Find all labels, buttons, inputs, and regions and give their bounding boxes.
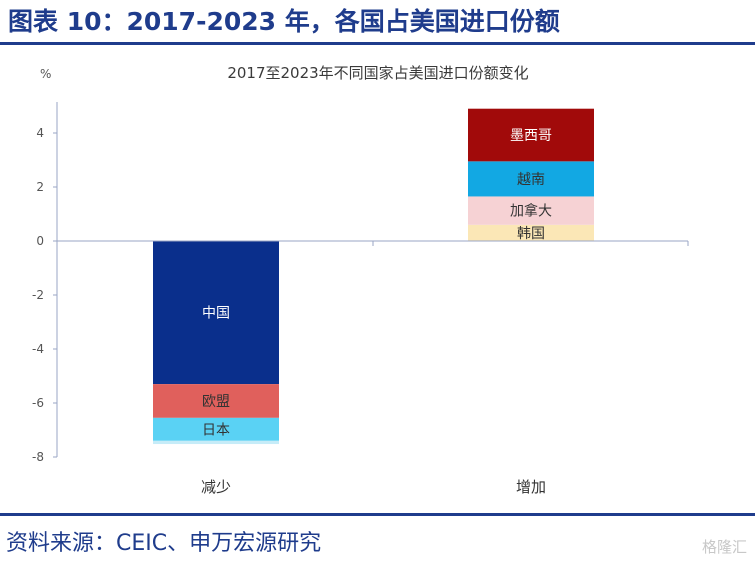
segment-label: 越南 bbox=[517, 172, 545, 188]
category-label: 减少 bbox=[201, 478, 231, 496]
source-note: 资料来源：CEIC、申万宏源研究 bbox=[6, 531, 322, 556]
y-tick-label: -4 bbox=[32, 342, 44, 356]
y-tick-label: 0 bbox=[36, 234, 44, 248]
segment-label: 日本 bbox=[202, 422, 230, 438]
category-label: 增加 bbox=[516, 478, 546, 496]
bar-segment bbox=[153, 440, 279, 445]
y-tick-label: -2 bbox=[32, 288, 44, 302]
y-tick-label: 2 bbox=[36, 180, 44, 194]
segment-label: 加拿大 bbox=[510, 203, 552, 220]
watermark: 格隆汇 bbox=[701, 538, 747, 556]
category-labels: 减少 增加 bbox=[201, 478, 546, 496]
segment-label: 中国 bbox=[202, 306, 230, 322]
y-unit-label: % bbox=[40, 67, 51, 81]
y-axis: 4 2 0 -2 -4 -6 -8 bbox=[32, 102, 58, 464]
bar-segment bbox=[468, 108, 594, 162]
bar-segment bbox=[468, 196, 594, 225]
bar-segment bbox=[468, 161, 594, 197]
chart-title: 2017至2023年不同国家占美国进口份额变化 bbox=[227, 64, 528, 82]
segment-label: 欧盟 bbox=[202, 394, 230, 410]
bar-segment bbox=[153, 241, 279, 385]
y-tick-label: 4 bbox=[36, 126, 44, 140]
figure-title: 图表 10：2017-2023 年，各国占美国进口份额 bbox=[8, 7, 560, 36]
source-rule bbox=[0, 513, 755, 516]
segment-label: 韩国 bbox=[517, 226, 545, 242]
y-tick-label: -6 bbox=[32, 396, 44, 410]
bar-segment bbox=[153, 417, 279, 441]
y-tick-label: -8 bbox=[32, 450, 44, 464]
zero-line bbox=[57, 240, 689, 246]
title-rule bbox=[0, 42, 755, 45]
segment-label: 墨西哥 bbox=[510, 128, 552, 144]
bar-segment bbox=[468, 224, 594, 241]
stacked-bar-chart: % 2017至2023年不同国家占美国进口份额变化 4 2 0 -2 -4 -6 -8 中国… bbox=[32, 64, 689, 496]
bar-segment bbox=[153, 384, 279, 418]
